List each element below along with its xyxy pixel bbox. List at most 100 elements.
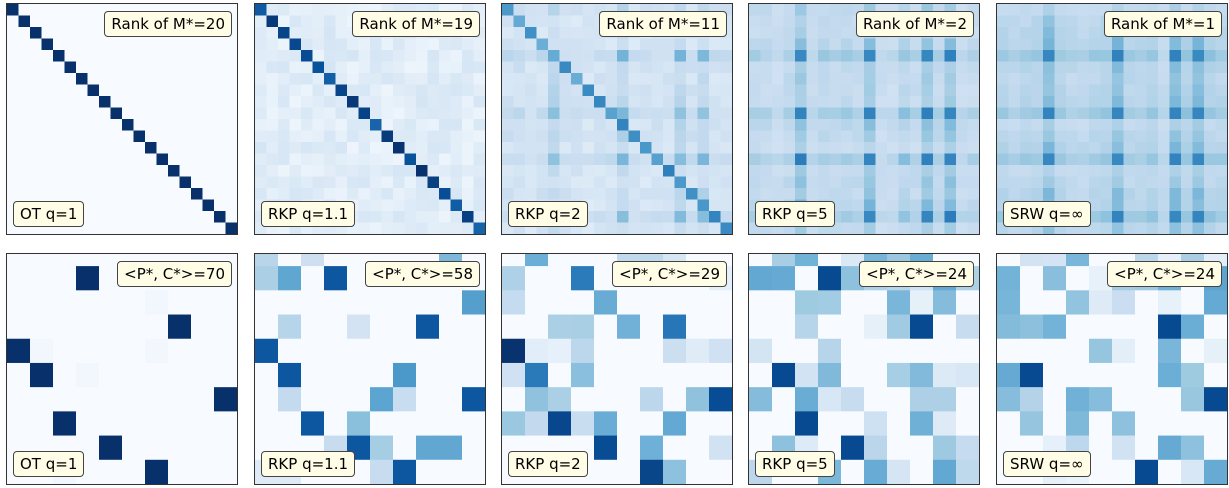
heatmap-cell xyxy=(502,38,514,51)
heatmap-cell xyxy=(168,165,180,177)
heatmap-cell xyxy=(450,165,463,177)
heatmap-cell xyxy=(640,165,652,177)
heatmap-cell xyxy=(1043,254,1067,267)
heatmap-cell xyxy=(674,107,687,120)
heatmap-cell xyxy=(1031,130,1044,143)
heatmap-cell xyxy=(887,459,911,484)
heatmap-cell xyxy=(110,222,123,234)
heatmap-cell xyxy=(1089,188,1101,200)
heatmap-cell xyxy=(324,290,348,315)
heatmap-cell xyxy=(864,107,876,120)
heatmap-cell xyxy=(502,4,514,16)
heatmap-cell xyxy=(525,222,537,234)
heatmap-cell xyxy=(53,362,77,388)
heatmap-cell xyxy=(818,61,830,74)
heatmap-cell xyxy=(1100,165,1113,177)
heatmap-cell xyxy=(686,459,710,484)
heatmap-cell xyxy=(525,411,549,436)
heatmap-cell xyxy=(795,4,807,16)
heatmap-cell xyxy=(686,142,698,154)
heatmap-cell xyxy=(358,4,371,16)
heatmap-cell xyxy=(1089,84,1101,97)
heatmap-cell xyxy=(1008,96,1021,108)
heatmap-cell xyxy=(168,211,180,223)
heatmap-cell xyxy=(795,411,819,436)
heatmap-cell xyxy=(225,4,237,16)
heatmap-cell xyxy=(301,254,325,267)
heatmap-cell xyxy=(381,4,394,16)
heatmap-cell xyxy=(1158,387,1182,412)
heatmap-cell xyxy=(30,254,54,267)
heatmap-cell xyxy=(1089,199,1101,212)
heatmap-cell xyxy=(548,362,572,388)
heatmap-cell xyxy=(582,4,595,16)
heatmap-cell xyxy=(1204,4,1216,16)
heatmap-cell xyxy=(997,130,1009,143)
heatmap-cell xyxy=(462,211,474,223)
heatmap-cell xyxy=(921,38,934,51)
heatmap-cell xyxy=(53,176,65,189)
heatmap-cell xyxy=(347,266,371,291)
heatmap-cell xyxy=(1146,176,1159,189)
heatmap-cell xyxy=(686,314,710,340)
heatmap-cell xyxy=(87,165,100,177)
heatmap-cell xyxy=(525,130,537,143)
heatmap-cell xyxy=(559,61,572,74)
heatmap-cell xyxy=(30,96,42,108)
heatmap-cell xyxy=(841,211,853,223)
heatmap-cell xyxy=(1100,119,1113,131)
heatmap-cell xyxy=(301,84,313,97)
heatmap-cell xyxy=(525,50,537,62)
heatmap-cell xyxy=(956,435,979,461)
heatmap-cell xyxy=(324,153,336,166)
heatmap-cell xyxy=(255,4,267,16)
heatmap-cell xyxy=(301,27,313,39)
heatmap-cell xyxy=(1077,119,1090,131)
heatmap-cell xyxy=(1169,165,1182,177)
heatmap-cell xyxy=(1181,176,1193,189)
heatmap-cell xyxy=(1158,107,1170,120)
heatmap-cell xyxy=(1135,362,1159,388)
heatmap-cell xyxy=(335,15,348,28)
heatmap-cell xyxy=(335,84,348,97)
heatmap-cell xyxy=(1215,176,1227,189)
heatmap-cell xyxy=(709,119,721,131)
heatmap-cell xyxy=(651,188,664,200)
heatmap-cell xyxy=(301,61,313,74)
heatmap-cell xyxy=(168,119,180,131)
heatmap-cell xyxy=(18,142,31,154)
heatmap-cell xyxy=(324,4,336,16)
heatmap-cell xyxy=(502,254,526,267)
heatmap-cell xyxy=(818,254,842,267)
heatmap-cell xyxy=(571,107,583,120)
heatmap-cell xyxy=(921,73,934,85)
heatmap-cell xyxy=(87,119,100,131)
heatmap-cell xyxy=(202,188,215,200)
heatmap-cell xyxy=(1192,142,1205,154)
heatmap-cell xyxy=(462,165,474,177)
heatmap-cell xyxy=(381,107,394,120)
heatmap-cell xyxy=(156,165,169,177)
heatmap-cell xyxy=(594,107,606,120)
heatmap-cell xyxy=(289,50,302,62)
heatmap-cell xyxy=(749,176,761,189)
heatmap-cell xyxy=(864,459,888,484)
heatmap-cell xyxy=(1123,222,1136,234)
heatmap-cell xyxy=(145,4,157,16)
heatmap-cell xyxy=(910,188,922,200)
heatmap-cell xyxy=(1158,188,1170,200)
heatmap-cell xyxy=(697,119,710,131)
heatmap-cell xyxy=(145,435,169,461)
heatmap-cell xyxy=(686,130,698,143)
heatmap-cell xyxy=(910,199,922,212)
heatmap-cell xyxy=(1135,211,1147,223)
cost-label: <P*, C*>=24 xyxy=(1107,261,1222,287)
heatmap-cell xyxy=(7,84,19,97)
heatmap-cell xyxy=(1135,411,1159,436)
heatmap-cell xyxy=(605,142,618,154)
heatmap-cell xyxy=(1158,222,1170,234)
panel-rank-20: Rank of M*=20 OT q=1 xyxy=(6,3,238,235)
heatmap-cell xyxy=(312,84,325,97)
heatmap-cell xyxy=(536,188,549,200)
heatmap-cell xyxy=(278,107,290,120)
